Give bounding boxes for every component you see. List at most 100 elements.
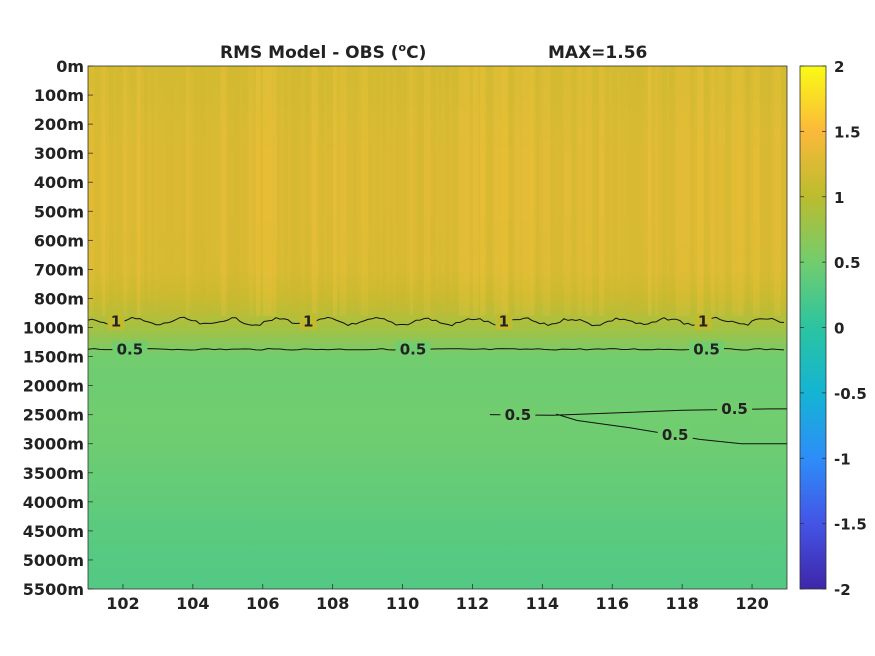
warm-layer-streak xyxy=(242,66,248,316)
warm-layer-streak xyxy=(172,66,178,316)
contour-label-bg xyxy=(657,427,693,443)
warm-layer-streak xyxy=(669,66,675,316)
warm-layer-streak xyxy=(193,66,201,316)
warm-layer-streak xyxy=(123,66,128,316)
contour-label: 0.5 xyxy=(662,426,689,444)
warm-layer-streak xyxy=(739,66,744,316)
contour-lines: 1 1 1 1 0.5 0.5 0.5 0.5 0.5 0.5 xyxy=(88,313,787,445)
warm-layer-streak xyxy=(501,66,509,316)
warm-layer-streak xyxy=(592,66,600,316)
max-label: MAX=1.56 xyxy=(548,43,647,63)
warm-layer-streak xyxy=(599,66,605,316)
colorbar-tick-label: 2 xyxy=(834,58,844,76)
warm-layer-streak xyxy=(417,66,424,316)
colorbar-tick-label: -0.5 xyxy=(834,385,867,403)
warm-layer-streak xyxy=(634,66,642,316)
x-axis: 102 104 106 108 110 112 114 116 118 120 xyxy=(106,584,769,613)
warm-layer-streak xyxy=(256,66,261,316)
x-tick-label: 120 xyxy=(735,594,768,613)
warm-layer-streak xyxy=(753,66,760,316)
contour-label: 0.5 xyxy=(117,340,144,358)
warm-layer-streak xyxy=(228,66,236,316)
y-tick-label: 2000m xyxy=(23,377,84,396)
warm-layer-streak xyxy=(249,66,254,316)
y-tick-label: 0m xyxy=(56,57,84,76)
y-tick-label: 200m xyxy=(34,115,84,134)
x-tick-label: 104 xyxy=(176,594,209,613)
contour-label: 1 xyxy=(111,313,121,331)
y-tick-label: 2500m xyxy=(23,406,84,425)
warm-layer-streak xyxy=(452,66,458,316)
warm-layer-streak xyxy=(676,66,684,316)
warm-layer-streak xyxy=(326,66,334,316)
contour-label: 1 xyxy=(499,313,509,331)
colorbar-ticks: 2 1.5 1 0.5 0 -0.5 -1 -1.5 -2 xyxy=(800,58,867,599)
warm-layer-streak xyxy=(158,66,165,316)
warm-layer-streak xyxy=(522,66,529,316)
plot-frame xyxy=(87,65,788,590)
warm-layer-streak xyxy=(340,66,347,316)
warm-layer-streak xyxy=(277,66,281,316)
warm-layer-streak xyxy=(410,66,413,316)
warm-layer-streak xyxy=(389,66,393,316)
y-tick-label: 5500m xyxy=(23,580,84,599)
warm-layer-streak xyxy=(718,66,725,316)
colorbar-tick-label: 0.5 xyxy=(834,254,861,272)
colorbar-tick-label: -1 xyxy=(834,450,851,468)
contour-label-bg xyxy=(500,407,536,424)
x-tick-label: 102 xyxy=(106,594,139,613)
warm-layer-streak xyxy=(767,66,771,316)
warm-layer-streak xyxy=(88,66,94,316)
y-tick-label: 3000m xyxy=(23,435,84,454)
warm-layer-streak xyxy=(263,66,271,316)
warm-layer-streak xyxy=(284,66,289,316)
warm-layer-streak xyxy=(627,66,634,316)
warm-layer-streak xyxy=(620,66,625,316)
x-tick-label: 110 xyxy=(386,594,419,613)
warm-layer-streak xyxy=(564,66,572,316)
warm-layer-streak xyxy=(760,66,767,316)
warm-layer-streak xyxy=(298,66,301,316)
warm-layer-streak xyxy=(662,66,667,316)
warm-layer-streak xyxy=(375,66,381,316)
warm-layer-streak xyxy=(137,66,141,316)
warm-layer-streak xyxy=(487,66,493,316)
warm-layer-streak xyxy=(151,66,155,316)
contour-label: 0.5 xyxy=(400,340,427,358)
warm-layer-streak xyxy=(648,66,652,316)
warm-layer-streak xyxy=(641,66,646,316)
y-tick-label: 5000m xyxy=(23,551,84,570)
y-axis: 0m 100m 200m 300m 400m 500m 600m 700m 800m 1000m 1… xyxy=(23,57,93,599)
contour-label-bg xyxy=(689,341,725,358)
chart-title: RMS Model - OBS (oC) xyxy=(220,41,426,63)
y-tick-label: 100m xyxy=(34,86,84,105)
warm-layer-streak xyxy=(403,66,407,316)
warm-layer-streak xyxy=(109,66,115,316)
warm-layer-streak xyxy=(781,66,787,316)
contour-label-bg xyxy=(112,341,148,358)
warm-layer-streak xyxy=(445,66,450,316)
warm-layer-streak xyxy=(508,66,514,316)
contour-label: 1 xyxy=(303,313,313,331)
warm-layer-streak xyxy=(431,66,436,316)
warm-layer-streak xyxy=(725,66,731,316)
warm-layer-streak xyxy=(200,66,206,316)
warm-layer-streak xyxy=(529,66,535,316)
warm-layer-streak xyxy=(368,66,374,316)
colorbar-tick-label: -1.5 xyxy=(834,516,867,534)
warm-layer-streak xyxy=(312,66,318,316)
y-tick-label: 4000m xyxy=(23,493,84,512)
x-tick-label: 106 xyxy=(246,594,279,613)
warm-layer-streak xyxy=(466,66,470,316)
y-tick-label: 400m xyxy=(34,173,84,192)
warm-layer-streak xyxy=(235,66,241,316)
warm-layer-streak xyxy=(536,66,540,316)
y-tick-label: 1000m xyxy=(23,319,84,338)
y-tick-label: 300m xyxy=(34,144,84,163)
warm-layer-streak xyxy=(655,66,659,316)
contour-line xyxy=(88,316,785,327)
warm-layer-streak xyxy=(557,66,563,316)
contour-label-bg xyxy=(299,313,317,330)
warm-layer-streak xyxy=(382,66,387,316)
